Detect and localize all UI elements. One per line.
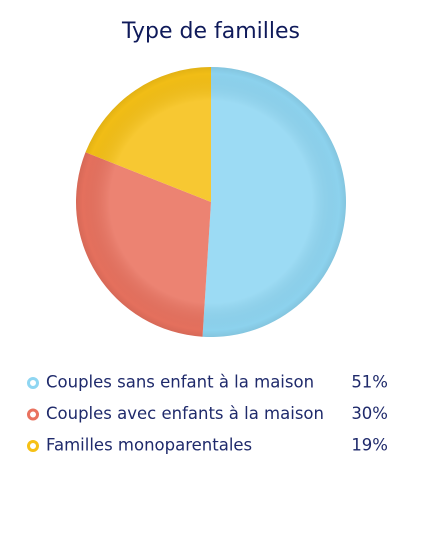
legend-label: Couples sans enfant à la maison — [46, 373, 314, 392]
legend-label: Couples avec enfants à la maison — [46, 404, 324, 423]
pie — [75, 67, 347, 338]
legend-label: Familles monoparentales — [46, 436, 252, 455]
legend-value: 19% — [351, 436, 388, 455]
legend-value: 30% — [351, 404, 388, 423]
legend-marker — [27, 440, 39, 452]
chart-title: Type de familles — [121, 19, 300, 44]
legend: Couples sans enfant à la maison 51% Couple… — [27, 373, 388, 455]
legend-value: 51% — [351, 373, 388, 392]
legend-marker — [27, 377, 39, 389]
legend-marker — [27, 408, 39, 421]
pie-slice — [202, 67, 347, 338]
